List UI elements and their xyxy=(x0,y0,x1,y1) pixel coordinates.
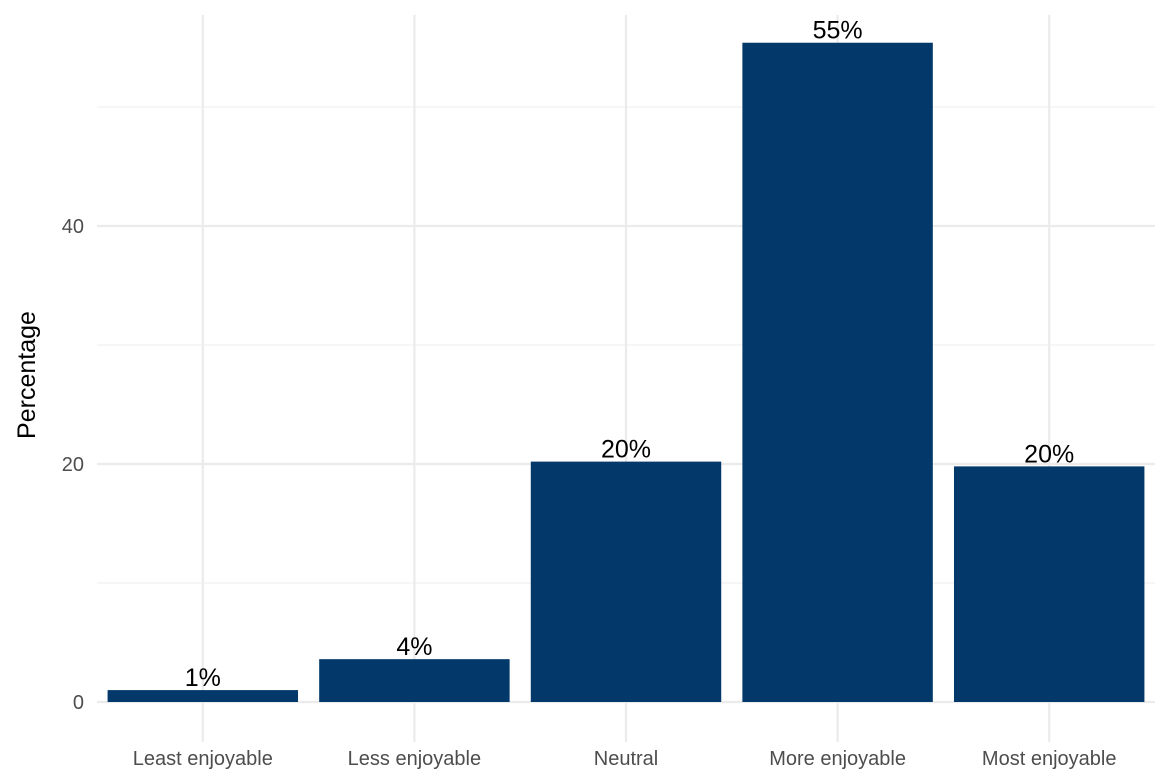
bar xyxy=(107,690,299,702)
y-tick-label: 20 xyxy=(62,454,84,476)
bar xyxy=(319,659,510,702)
x-tick-label: Least enjoyable xyxy=(133,748,273,770)
y-axis-ticks: 0 20 40 xyxy=(62,216,84,714)
data-label: 20% xyxy=(1024,440,1074,468)
bars xyxy=(107,42,1145,703)
y-axis-label: Percentage xyxy=(13,311,41,439)
data-label: 4% xyxy=(396,633,432,661)
y-tick-label: 40 xyxy=(62,216,84,238)
data-label: 1% xyxy=(185,664,221,692)
x-tick-label: Less enjoyable xyxy=(348,748,481,770)
bar xyxy=(530,461,722,702)
x-tick-label: Most enjoyable xyxy=(982,748,1117,770)
x-tick-label: Neutral xyxy=(594,748,658,770)
bar xyxy=(953,466,1145,702)
data-label: 20% xyxy=(601,436,651,464)
x-tick-label: More enjoyable xyxy=(769,748,906,770)
y-tick-label: 0 xyxy=(73,692,84,714)
bar xyxy=(742,42,933,703)
x-axis-ticks: Least enjoyable Less enjoyable Neutral More… xyxy=(133,748,1117,770)
data-labels: 1% 4% 20% 55% 20% xyxy=(185,17,1074,692)
data-label: 55% xyxy=(813,17,863,45)
